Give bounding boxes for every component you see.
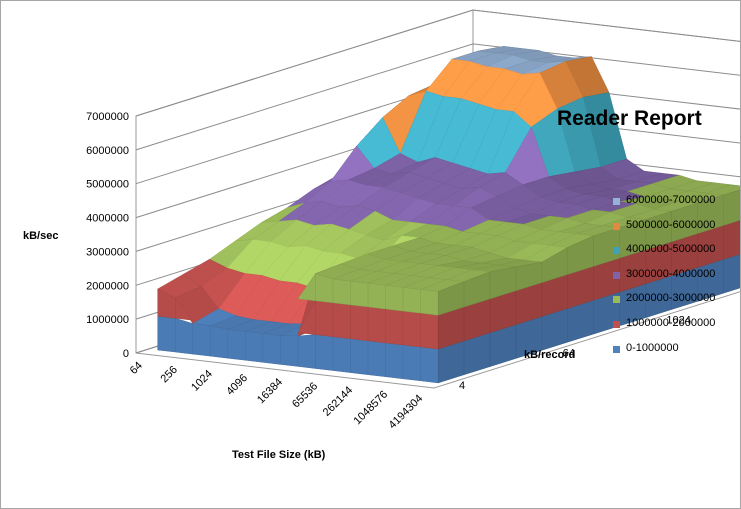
y-tick-label: 4000000 — [86, 213, 129, 225]
front-skirt — [402, 287, 421, 314]
x-tick-label: 65536 — [290, 380, 320, 410]
y-tick-label: 1000000 — [86, 314, 129, 326]
front-skirt — [315, 273, 334, 304]
front-skirt — [227, 329, 246, 361]
front-skirt — [402, 310, 421, 348]
front-skirt — [367, 282, 386, 310]
x-tick-label: 4194304 — [387, 393, 426, 432]
front-skirt — [175, 297, 194, 321]
front-skirt — [385, 342, 404, 380]
depth-tick-label: 64 — [563, 347, 575, 359]
front-skirt — [420, 346, 439, 384]
legend-label: 6000000-7000000 — [626, 194, 716, 206]
legend-label: 4000000-5000000 — [626, 243, 716, 256]
side-skirt — [723, 253, 740, 294]
legend: 6000000-7000000 5000000-6000000 4000000-50… — [613, 194, 738, 369]
front-skirt — [157, 315, 176, 353]
x-tick-label: 256 — [159, 364, 180, 385]
legend-item: 1000000-2000000 — [613, 316, 738, 344]
x-tick-label: 1048576 — [352, 389, 391, 428]
legend-item: 3000000-4000000 — [613, 267, 738, 295]
legend-label: 3000000-4000000 — [626, 267, 716, 280]
y-tick-label: 3000000 — [86, 246, 129, 258]
legend-item: 2000000-3000000 — [613, 292, 738, 319]
x-tick-label: 64 — [128, 360, 145, 377]
front-skirt — [385, 285, 404, 312]
x-tick-label: 262144 — [321, 384, 355, 418]
gridline — [135, 9, 740, 117]
legend-item: 0-1000000 — [613, 341, 738, 369]
x-tick-label: 4096 — [224, 372, 250, 398]
depth-tick-label: 1024 — [666, 315, 690, 327]
front-skirt — [280, 335, 299, 367]
front-skirt — [315, 300, 334, 337]
front-skirt — [192, 323, 211, 357]
legend-swatch — [613, 345, 620, 353]
front-skirt — [385, 308, 404, 346]
front-skirt — [297, 334, 316, 369]
x-tick-label: 16384 — [255, 376, 285, 406]
y-axis-title: kB/sec — [23, 230, 58, 242]
front-skirt — [350, 304, 369, 342]
legend-item: 5000000-6000000 — [613, 218, 738, 246]
y-tick-label: 5000000 — [86, 179, 129, 191]
front-skirt — [245, 331, 264, 363]
side-skirt — [723, 219, 740, 260]
front-skirt — [350, 338, 369, 375]
legend-swatch — [613, 320, 620, 328]
depth-axis-title: kB/record — [524, 349, 575, 361]
legend-swatch — [613, 222, 620, 230]
legend-swatch — [613, 296, 620, 304]
front-skirt — [315, 334, 334, 371]
front-skirt — [332, 278, 351, 306]
legend-swatch — [613, 271, 620, 279]
x-tick-label: 1024 — [189, 368, 215, 394]
front-skirt — [350, 280, 369, 308]
surface-bands — [157, 45, 740, 384]
chart-title: Reader Report — [557, 107, 702, 130]
gridline — [135, 43, 740, 151]
front-skirt — [175, 317, 194, 355]
front-skirt — [367, 340, 386, 377]
legend-label: 5000000-6000000 — [626, 218, 716, 231]
legend-label: 1000000-2000000 — [626, 316, 716, 329]
legend-swatch — [613, 247, 620, 255]
legend-swatch — [613, 198, 620, 205]
front-skirt — [420, 289, 439, 316]
legend-item: 4000000-5000000 — [613, 243, 738, 270]
front-skirt — [332, 302, 351, 339]
legend-label: 2000000-3000000 — [626, 292, 716, 305]
front-skirt — [210, 325, 229, 359]
side-skirt — [723, 189, 740, 226]
y-tick-label: 7000000 — [86, 111, 129, 123]
front-skirt — [402, 344, 421, 382]
front-skirt — [367, 306, 386, 344]
y-tick-label: 6000000 — [86, 145, 129, 157]
y-tick-label: 2000000 — [86, 280, 129, 292]
front-skirt — [262, 333, 281, 365]
x-axis-title: Test File Size (kB) — [232, 449, 326, 461]
legend-label: 0-1000000 — [626, 341, 679, 354]
y-tick-label: 0 — [123, 348, 129, 360]
depth-tick-label: 4 — [459, 380, 465, 392]
front-skirt — [420, 312, 439, 350]
legend-item: 6000000-7000000 — [613, 194, 738, 221]
front-skirt — [332, 336, 351, 373]
